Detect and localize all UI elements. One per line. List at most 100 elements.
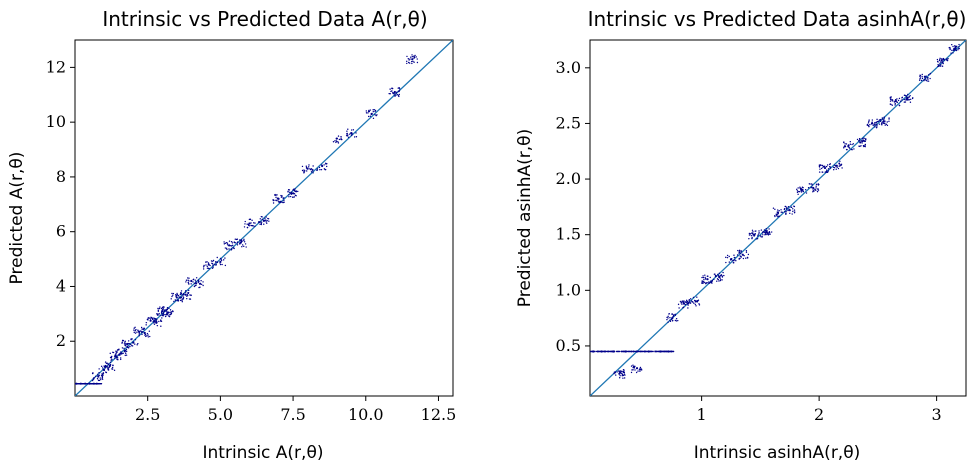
chart-2-data-point-fill <box>826 169 828 171</box>
chart-1-data-point-fill <box>181 299 183 302</box>
chart-1-data-point-fill <box>154 321 156 323</box>
chart-1-data-point-fill <box>224 264 227 267</box>
chart-1-data-point-fill <box>134 330 137 332</box>
chart-1-data-point-fill <box>186 297 188 300</box>
chart-2-data-point-fill <box>605 350 607 353</box>
chart-2-data-point-fill <box>738 251 741 254</box>
chart-2-data-point-fill <box>805 192 808 194</box>
chart-2-data-point-fill <box>714 275 717 278</box>
chart-2-data-point-fill <box>612 350 615 353</box>
chart-2-data-point-fill <box>711 279 714 282</box>
chart-1-data-point-fill <box>297 190 299 193</box>
chart-1-data-point-fill <box>187 281 189 284</box>
chart-1-data-point-fill <box>276 199 278 202</box>
chart-1-data-point-fill <box>200 280 202 282</box>
chart-1-data-point-fill <box>207 262 210 264</box>
chart-1-data-point-fill <box>88 382 90 385</box>
chart-1-data-point-fill <box>116 356 118 359</box>
chart-1-data-point-fill <box>114 357 116 359</box>
chart-2-data-point-fill <box>790 206 792 209</box>
chart-1-data-point-fill <box>187 277 189 279</box>
chart-2-data-point-fill <box>942 62 944 65</box>
chart-2-data-point-fill <box>940 59 943 62</box>
chart-2-data-point-fill <box>599 350 601 353</box>
chart-1-data-point-fill <box>337 135 340 137</box>
chart-1-data-point-fill <box>140 326 143 329</box>
chart-2-data-point-fill <box>765 228 767 230</box>
chart-1-data-point-fill <box>228 244 230 246</box>
chart-2-data-point-fill <box>762 234 764 236</box>
chart-2-data-point-fill <box>901 99 903 101</box>
chart-1-data-point-fill <box>198 286 200 289</box>
chart-1-data-point-fill <box>250 222 252 224</box>
chart-1-data-point-fill <box>136 331 138 333</box>
chart-1-data-point-fill <box>324 168 326 171</box>
chart-1-data-point-fill <box>398 87 400 89</box>
chart-2-data-point-fill <box>948 47 950 49</box>
chart-2-data-point-fill <box>921 73 923 76</box>
chart-2-data-point-fill <box>778 215 781 218</box>
chart-1-data-point-fill <box>261 216 263 218</box>
chart-2-data-point-fill <box>716 280 718 282</box>
chart-2-data-point-fill <box>698 304 701 306</box>
chart-2-data-point-fill <box>683 300 685 302</box>
chart-2-data-point-fill <box>689 302 692 304</box>
chart-2-data-point-fill <box>870 123 873 125</box>
chart-2-data-point-fill <box>725 261 727 264</box>
chart-2-data-point-fill <box>633 350 636 353</box>
chart-2-y-tick-label: 3.0 <box>556 58 581 77</box>
chart-1-data-point-fill <box>340 137 342 139</box>
chart-1-data-point-fill <box>146 335 148 337</box>
chart-1-data-point-fill <box>228 248 230 250</box>
chart-2-y-tick-label: 1.0 <box>556 280 581 299</box>
chart-2-data-point-fill <box>611 350 614 353</box>
chart-2-data-point-fill <box>668 313 670 315</box>
chart-1-data-point-fill <box>188 277 190 279</box>
chart-1-data-point-fill <box>182 295 184 297</box>
chart-1-data-point-fill <box>100 382 103 385</box>
chart-1-data-point-fill <box>125 343 127 345</box>
chart-2-data-point-fill <box>815 187 817 189</box>
chart-1-data-point <box>190 279 193 283</box>
chart-1-data-point-fill <box>262 220 265 222</box>
chart-1-data-point-fill <box>158 312 160 315</box>
chart-2-data-point-fill <box>781 211 783 213</box>
chart-1-data-point-fill <box>120 351 122 353</box>
chart-2-data-point-fill <box>750 234 753 237</box>
chart-2-data-point-fill <box>818 183 820 186</box>
chart-1-data-point-fill <box>372 109 374 111</box>
chart-2-data-point-fill <box>757 234 760 236</box>
chart-1-data-point-fill <box>287 191 289 193</box>
chart-2-data-point-fill <box>843 147 845 149</box>
chart-2-reference-line <box>590 40 966 396</box>
chart-1-data-point-fill <box>368 109 370 112</box>
chart-2-data-point-fill <box>847 144 850 146</box>
chart-2-data-point-fill <box>939 57 941 60</box>
chart-2-data-point-fill <box>955 46 958 48</box>
chart-2-data-point-fill <box>759 235 762 237</box>
chart-2-data-point-fill <box>698 303 700 305</box>
chart-1-data-point-fill <box>282 201 284 204</box>
chart-2-data-point-fill <box>808 183 811 185</box>
chart-2-data-point-fill <box>768 231 771 234</box>
chart-2-data-point-fill <box>606 350 608 353</box>
chart-2-data-point-fill <box>787 206 790 208</box>
chart-1-data-point-fill <box>100 378 102 381</box>
chart-1-data-point-fill <box>180 290 183 292</box>
chart-1-data-point-fill <box>72 383 73 384</box>
chart-2-data-point-fill <box>862 145 865 147</box>
chart-2-data-point-fill <box>777 213 779 215</box>
chart-1-data-point-fill <box>125 350 128 353</box>
chart-2-data-point-fill <box>898 104 901 106</box>
chart-2-data-point-fill <box>881 117 884 119</box>
chart-1-data-point-fill <box>254 225 256 228</box>
chart-2-data-point-fill <box>829 166 831 168</box>
chart-1-data-point-fill <box>184 291 187 293</box>
chart-2-data-point-fill <box>719 277 721 279</box>
chart-2-data-point-fill <box>753 234 755 237</box>
chart-1-data-point-fill <box>265 216 267 218</box>
chart-1-data-point-fill <box>143 327 145 329</box>
chart-1-data-point-fill <box>368 110 371 113</box>
chart-2-data-point-fill <box>719 279 722 282</box>
chart-1-data-point-fill <box>156 324 159 327</box>
